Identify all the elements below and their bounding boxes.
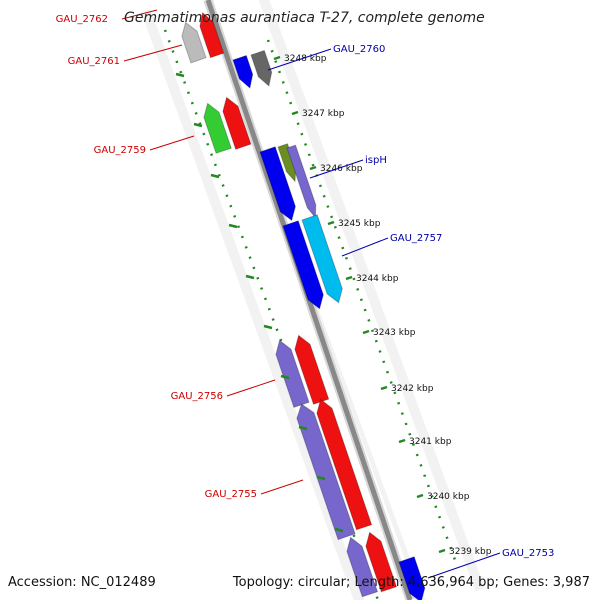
gene-leader-line bbox=[123, 44, 183, 62]
kbp-tick-mark bbox=[380, 385, 388, 391]
left-tick-mark bbox=[175, 72, 185, 78]
gene-leader-line bbox=[149, 135, 195, 151]
left-tick-mark bbox=[280, 374, 290, 380]
accession-text: Accession: NC_012489 bbox=[8, 575, 156, 590]
kbp-tick-label: 3239 kbp bbox=[449, 547, 492, 557]
kbp-tick-mark bbox=[273, 55, 281, 61]
kbp-tick-label: 3242 kbp bbox=[391, 384, 434, 394]
left-tick-mark bbox=[298, 425, 308, 431]
right-gene-label: ispH bbox=[365, 155, 387, 166]
left-gene-label: GAU_2761 bbox=[68, 56, 120, 67]
left-tick-mark bbox=[334, 527, 344, 533]
gene-block-lower-red bbox=[365, 531, 398, 593]
left-gene-label: GAU_2756 bbox=[171, 391, 223, 402]
left-gene-label: GAU_2759 bbox=[94, 145, 146, 156]
left-tick-mark bbox=[263, 324, 273, 330]
gene-block-gau2760-blue bbox=[232, 54, 254, 89]
kbp-tick-label: 3248 kbp bbox=[284, 54, 327, 64]
gene-leader-line bbox=[226, 379, 276, 397]
gene-block-lower-purple bbox=[346, 536, 379, 598]
right-gene-label: GAU_2757 bbox=[390, 233, 442, 244]
right-tick-rail bbox=[266, 39, 457, 561]
kbp-tick-label: 3246 kbp bbox=[320, 164, 363, 174]
gene-block-isph-purple bbox=[286, 144, 317, 219]
gene-leader-line bbox=[309, 159, 364, 179]
gene-block-gau2762-gray bbox=[181, 21, 207, 64]
kbp-tick-label: 3244 kbp bbox=[356, 274, 399, 284]
gene-block-gau2757-blue bbox=[282, 220, 324, 310]
kbp-tick-label: 3241 kbp bbox=[409, 437, 452, 447]
gene-block-isph-olive bbox=[277, 143, 297, 183]
left-gene-label: GAU_2755 bbox=[205, 489, 257, 500]
kbp-tick-mark bbox=[327, 220, 335, 226]
right-gene-label: GAU_2760 bbox=[333, 44, 385, 55]
gene-block-gau2757-cyan bbox=[301, 214, 343, 304]
kbp-tick-mark bbox=[345, 275, 353, 281]
gene-block-gau2755-purple bbox=[296, 403, 356, 541]
kbp-tick-mark bbox=[309, 165, 317, 171]
genome-title: Gemmatimonas aurantiaca T-27, complete g… bbox=[124, 10, 485, 26]
gene-leader-line bbox=[260, 479, 304, 495]
kbp-tick-label: 3243 kbp bbox=[373, 328, 416, 338]
topology-text: Topology: circular; Length: 4,636,964 bp… bbox=[232, 575, 590, 590]
outer-track-fill bbox=[208, 0, 476, 604]
gene-block-gau2753-blue bbox=[398, 556, 426, 603]
kbp-tick-label: 3245 kbp bbox=[338, 219, 381, 229]
left-tick-mark bbox=[210, 173, 220, 179]
left-tick-mark bbox=[228, 223, 238, 229]
kbp-tick-label: 3247 kbp bbox=[302, 109, 345, 119]
kbp-tick-mark bbox=[362, 329, 370, 335]
kbp-tick-mark bbox=[438, 548, 446, 554]
gene-block-gau2762-red bbox=[199, 11, 225, 59]
left-tick-mark bbox=[193, 122, 203, 128]
gene-block-gau2759-red bbox=[222, 96, 252, 150]
kbp-tick-mark bbox=[291, 110, 299, 116]
kbp-tick-mark bbox=[416, 493, 424, 499]
right-gene-label: GAU_2753 bbox=[502, 548, 554, 559]
kbp-tick-mark bbox=[398, 438, 406, 444]
gene-block-gau2759-green bbox=[203, 102, 232, 154]
gene-block-gau2755-red bbox=[316, 398, 373, 531]
gene-leader-line bbox=[341, 237, 389, 257]
gene-leader-line bbox=[267, 48, 332, 71]
left-tick-mark bbox=[245, 274, 255, 280]
kbp-tick-label: 3240 kbp bbox=[427, 492, 470, 502]
gene-leader-line bbox=[121, 9, 158, 20]
gene-block-gau2760-gray bbox=[250, 49, 273, 87]
gene-block-large-blue bbox=[259, 146, 296, 222]
left-gene-label: GAU_2762 bbox=[56, 14, 108, 25]
gene-leader-line bbox=[427, 552, 501, 579]
left-tick-mark bbox=[316, 475, 326, 481]
